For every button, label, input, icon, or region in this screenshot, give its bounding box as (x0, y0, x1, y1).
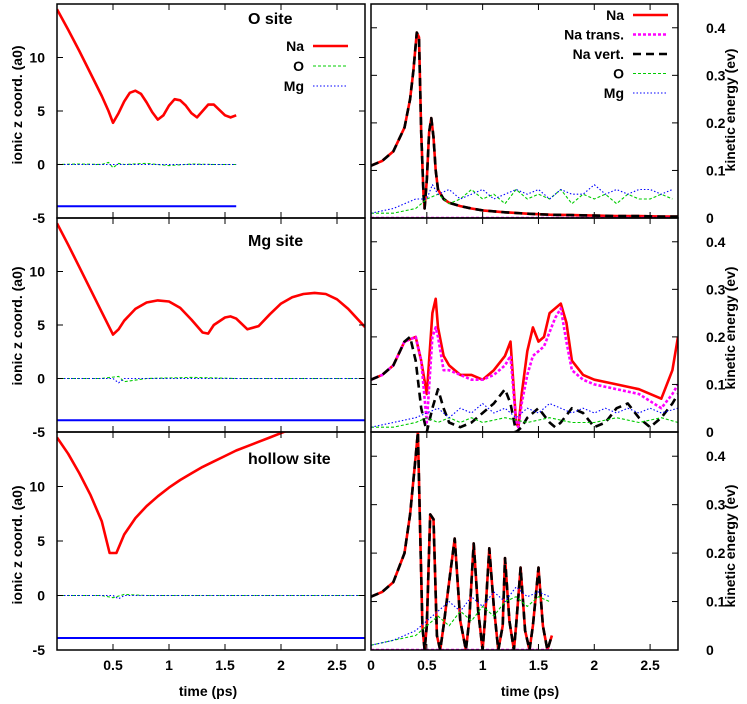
plot-frame (56, 217, 366, 433)
legend-label: Na vert. (573, 46, 624, 62)
y-tick-label: 0 (706, 210, 714, 226)
plot-frame (56, 3, 366, 219)
mg-site-title: Mg site (248, 233, 303, 250)
legend-label: Mg (284, 78, 304, 94)
plot-frame (370, 431, 679, 651)
y-tick-label: 5 (37, 317, 45, 333)
y-tick-label: 0 (706, 424, 714, 440)
series-na (371, 31, 678, 218)
y-tick-label: 10 (29, 264, 45, 280)
left-middle-ylabel: ionic z coord. (a0) (9, 266, 25, 385)
series-na (57, 222, 365, 336)
legends: Na O Mg Na Na trans. Na vert. O Mg (284, 7, 668, 101)
right-xlabel: time (ps) (501, 683, 559, 699)
series-na-vert (371, 432, 554, 650)
x-tick-label: 2 (277, 657, 285, 673)
series-na (57, 8, 237, 125)
panel-right-bottom: 0 0.1 0.2 0.3 0.4 0 0.5 1 1.5 2 2.5 (367, 431, 726, 673)
series-na-vert (371, 335, 678, 432)
x-tick-label: 2.5 (640, 657, 660, 673)
x-tick-label: 2.5 (327, 657, 347, 673)
legend-label: Mg (604, 85, 624, 101)
series-o (57, 593, 365, 599)
y-tick-label: -5 (33, 642, 46, 658)
y-tick-label: 0 (706, 642, 714, 658)
x-tick-label: 0 (367, 657, 375, 673)
y-tick-label: 0.1 (706, 162, 726, 178)
y-tick-label: 0.3 (706, 67, 726, 83)
x-tick-label: 0.5 (103, 657, 123, 673)
series-group (371, 297, 678, 432)
y-tick-label: 0 (37, 371, 45, 387)
o-site-title: O site (248, 11, 293, 28)
y-tick-label: -5 (33, 210, 46, 226)
x-tick-label: 1.5 (529, 657, 549, 673)
y-tick-label: 0.4 (706, 20, 726, 36)
figure-labels: ionic z coord. (a0) ionic z coord. (a0) … (9, 11, 738, 699)
legend-label: Na trans. (564, 27, 624, 43)
legend-label: O (613, 66, 624, 82)
x-tick-label: 2 (590, 657, 598, 673)
y-tick-label: 0.1 (706, 594, 726, 610)
series-group (371, 31, 678, 218)
y-tick-label: 0.4 (706, 448, 726, 464)
right-bottom-ylabel: kinetic energy (ev) (722, 485, 738, 608)
series-na-vert (371, 31, 678, 218)
series-group (57, 432, 365, 639)
y-tick-label: 0.3 (706, 497, 726, 513)
series-mg (57, 594, 365, 600)
series-o (57, 161, 237, 169)
y-tick-label: 10 (29, 50, 45, 66)
right-top-ylabel: kinetic energy (ev) (722, 49, 738, 172)
series-o (371, 417, 678, 428)
panel-right-middle: 0 0.1 0.2 0.3 0.4 (370, 217, 726, 440)
series-group (57, 8, 237, 208)
y-tick-label: 0.2 (706, 115, 726, 131)
series-mg (57, 377, 365, 384)
x-tick-label: 1 (165, 657, 173, 673)
y-tick-label: 5 (37, 103, 45, 119)
y-tick-label: 0.4 (706, 234, 726, 250)
plot-frame (370, 217, 679, 433)
x-tick-label: 1 (479, 657, 487, 673)
y-tick-label: 0 (37, 157, 45, 173)
y-tick-label: 0.2 (706, 329, 726, 345)
series-mg (371, 184, 673, 214)
legend-label: O (293, 58, 304, 74)
panel-left-top: -5 0 5 10 (29, 3, 366, 226)
series-o (371, 596, 550, 646)
legend-label: Na (286, 38, 304, 54)
x-tick-label: 1.5 (215, 657, 235, 673)
series-o (371, 188, 673, 214)
x-tick-label: 0.5 (417, 657, 437, 673)
left-top-ylabel: ionic z coord. (a0) (9, 45, 25, 164)
right-middle-ylabel: kinetic energy (ev) (722, 267, 738, 390)
y-tick-label: 0.3 (706, 281, 726, 297)
panel-left-middle: -5 0 5 10 (29, 217, 366, 440)
left-xlabel: time (ps) (179, 683, 237, 699)
panel-left-bottom: -5 0 5 10 0.5 1 1.5 2 2.5 (29, 431, 366, 673)
left-bottom-ylabel: ionic z coord. (a0) (9, 485, 25, 604)
y-tick-label: 0.1 (706, 376, 726, 392)
y-tick-label: 10 (29, 479, 45, 495)
series-na (371, 297, 678, 429)
hollow-site-title: hollow site (248, 451, 331, 468)
series-group (57, 222, 365, 422)
y-tick-label: -5 (33, 424, 46, 440)
y-tick-label: 0.2 (706, 545, 726, 561)
panel-right-top: 0 0.1 0.2 0.3 0.4 (370, 3, 726, 226)
y-tick-label: 0 (37, 588, 45, 604)
series-na-trans (371, 307, 678, 429)
y-tick-label: 5 (37, 533, 45, 549)
series-mg (371, 586, 550, 646)
legend-label: Na (606, 7, 624, 23)
series-na (57, 432, 288, 555)
series-group (371, 432, 554, 650)
